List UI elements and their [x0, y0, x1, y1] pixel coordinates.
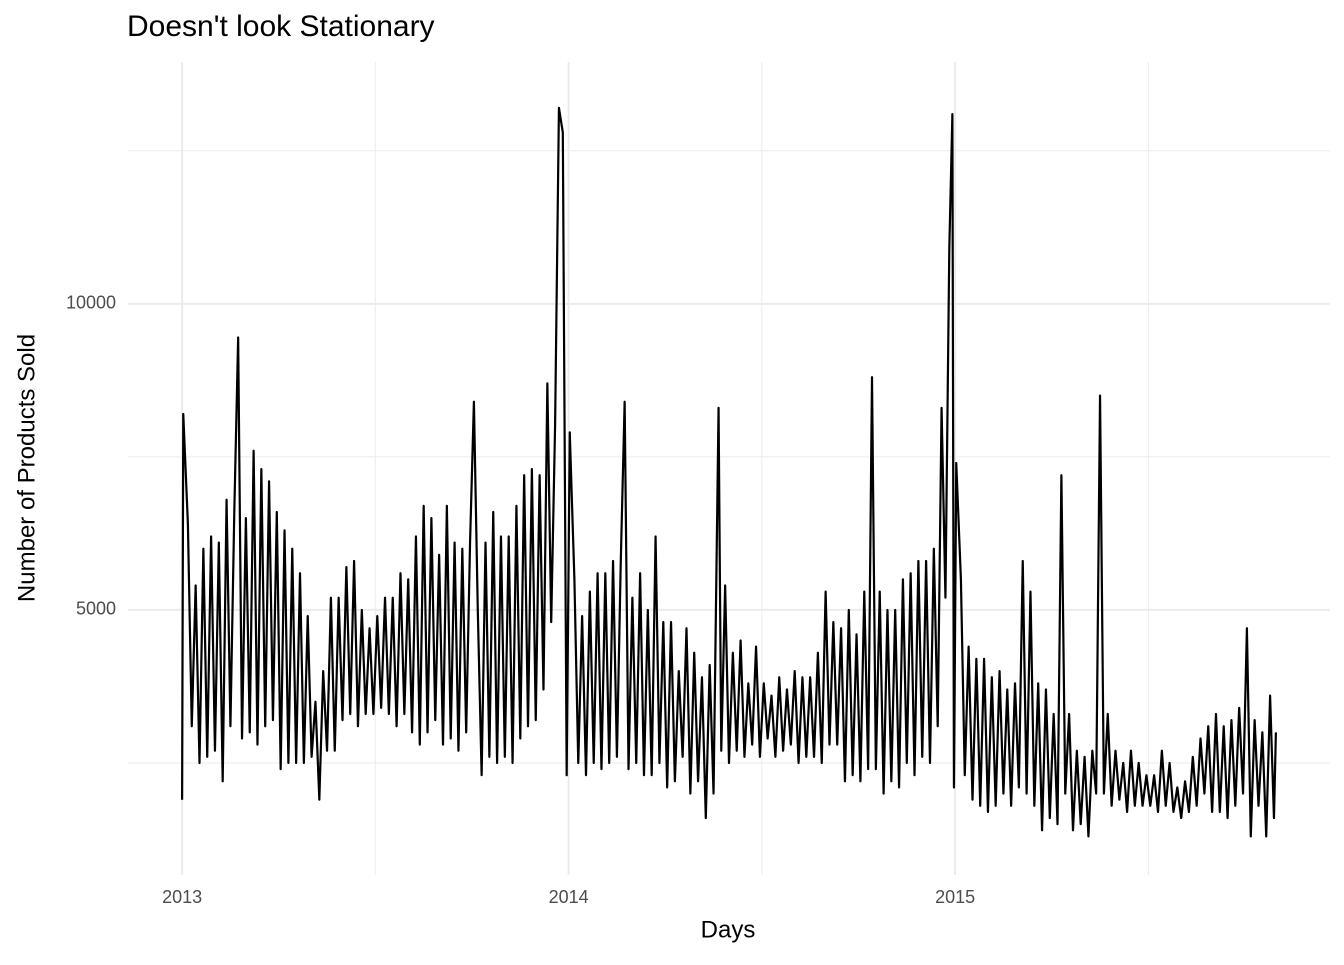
chart-title: Doesn't look Stationary [127, 10, 435, 43]
y-axis-title: Number of Products Sold [13, 334, 40, 602]
x-tick-label: 2015 [935, 887, 975, 907]
series-line [181, 106, 1277, 838]
y-tick-label: 5000 [76, 599, 116, 619]
y-tick-label: 10000 [66, 293, 116, 313]
x-tick-label: 2013 [162, 887, 202, 907]
x-axis-title: Days [701, 916, 756, 943]
x-tick-label: 2014 [549, 887, 589, 907]
